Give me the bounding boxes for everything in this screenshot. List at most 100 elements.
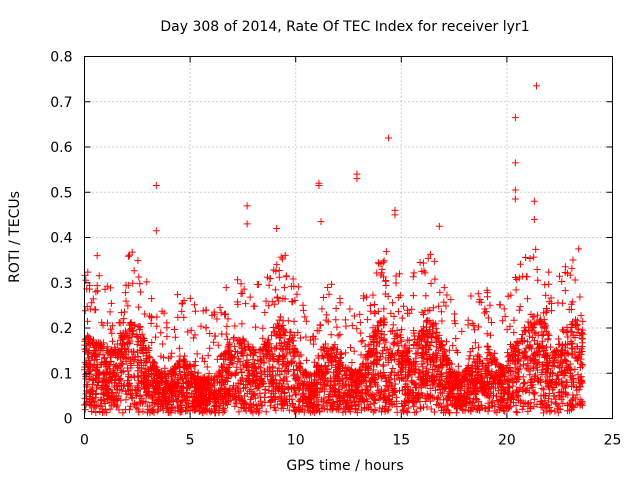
y-tick-label: 0.2 [50,321,72,337]
data-point [191,307,199,315]
data-point [333,323,341,331]
data-point [93,252,101,260]
data-point [233,363,241,371]
data-point [493,396,501,404]
data-point [135,398,143,406]
data-point [319,293,327,301]
data-point [447,296,455,304]
data-point [501,407,509,415]
data-point [540,409,548,417]
data-point [493,408,501,416]
data-point [262,408,270,416]
data-point [530,328,538,336]
data-point [534,276,542,284]
data-point [279,255,287,263]
data-point [474,290,482,298]
data-point [409,273,417,281]
data-point [243,202,251,210]
data-point [274,367,282,375]
y-tick-label: 0.5 [50,185,72,201]
data-point [302,333,310,341]
x-tick-label: 10 [287,433,305,449]
data-point [506,322,514,330]
data-point [342,322,350,330]
data-point [91,306,99,314]
data-point [107,299,115,307]
data-point [421,269,429,277]
data-point [529,388,537,396]
data-point [506,384,514,392]
data-point [542,291,550,299]
data-point [454,362,462,370]
data-point [337,350,345,358]
data-point [420,267,428,275]
data-point [175,344,183,352]
data-point [410,403,418,411]
data-point [576,293,584,301]
data-point [157,329,165,337]
data-point [422,292,430,300]
data-point [222,330,230,338]
data-point [436,288,444,296]
data-point [334,332,342,340]
data-point [541,281,549,289]
data-point [569,318,577,326]
data-point [168,349,176,357]
data-point [561,263,569,271]
data-point [353,175,361,183]
data-point [369,291,377,299]
data-point [378,265,386,273]
data-point [475,343,483,351]
data-point [134,257,142,265]
data-point [480,309,488,317]
data-point [424,359,432,367]
data-point [136,280,144,288]
data-point [346,344,354,352]
data-point [445,346,453,354]
data-point [223,322,231,330]
data-point [128,393,136,401]
data-point [559,299,567,307]
data-point [138,394,146,402]
y-tick-label: 0.7 [50,95,72,111]
data-point [130,322,138,330]
data-point [440,284,448,292]
data-point [251,394,259,402]
data-point [178,307,186,315]
data-point [99,321,107,329]
data-point [427,391,435,399]
data-point [107,284,115,292]
data-point [301,313,309,321]
data-point [566,369,574,377]
data-point [217,309,225,317]
data-point [92,288,100,296]
data-point [359,337,367,345]
x-tick-label: 20 [498,433,516,449]
data-point [224,315,232,323]
data-point [545,331,553,339]
data-point [273,261,281,269]
data-point [134,405,142,413]
data-point [485,314,493,322]
data-point [542,391,550,399]
data-point [325,290,333,298]
y-tick-label: 0.6 [50,140,72,156]
data-point [214,341,222,349]
data-point [443,291,451,299]
data-point [578,401,586,409]
data-point [357,338,365,346]
data-point [483,330,491,338]
data-point [254,280,262,288]
data-point [153,313,161,321]
data-point [416,258,424,266]
data-point [213,315,221,323]
data-point [141,310,149,318]
data-point [563,341,571,349]
data-point [333,367,341,375]
data-point [382,282,390,290]
data-point [512,408,520,416]
data-point [336,330,344,338]
data-point [569,256,577,264]
data-point [147,319,155,327]
